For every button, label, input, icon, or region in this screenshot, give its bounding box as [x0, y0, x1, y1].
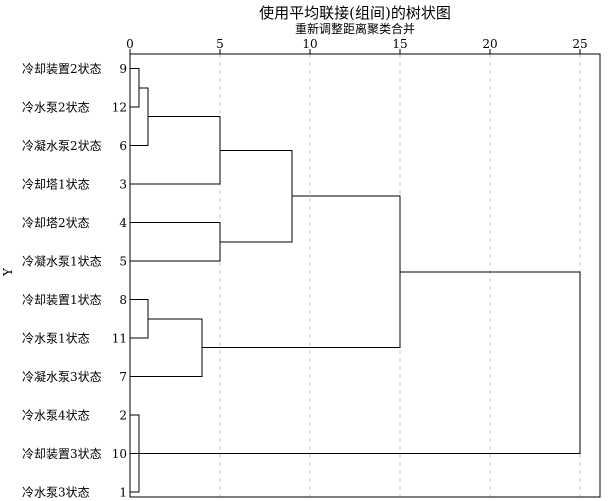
leaf-id: 5: [119, 255, 127, 269]
leaf-label: 冷水泵1状态: [22, 332, 90, 346]
chart-title: 使用平均联接(组间)的树状图: [259, 4, 451, 22]
leaf-label: 冷水泵2状态: [22, 101, 90, 115]
dendrogram-links: [130, 68, 581, 493]
leaf-label: 冷却装置2状态: [22, 62, 102, 76]
leaf-label: 冷水泵3状态: [22, 486, 90, 500]
leaf-label: 冷水泵4状态: [22, 409, 90, 423]
merge-link: [220, 149, 293, 243]
leaf-id: 3: [119, 178, 127, 192]
leaf-label: 冷却装置1状态: [22, 293, 102, 307]
leaf-id: 1: [119, 486, 127, 500]
leaf-id: 11: [112, 332, 127, 346]
merge-link: [130, 299, 149, 339]
leaf-id: 10: [112, 447, 127, 461]
x-tick-label: 0: [126, 37, 134, 51]
leaf-id: 2: [119, 409, 127, 423]
leaf-label: 冷却塔2状态: [22, 216, 90, 230]
leaf-id: 4: [119, 216, 127, 230]
leaf-label: 冷凝水泵1状态: [22, 254, 102, 269]
merge-link: [130, 222, 221, 262]
leaf-id: 6: [119, 139, 127, 153]
merge-link: [148, 271, 581, 454]
leaf-label: 冷凝水泵2状态: [22, 138, 102, 153]
x-tick-label: 15: [392, 37, 407, 51]
x-tick-label: 5: [216, 37, 224, 51]
merge-link: [130, 318, 203, 377]
chart-subtitle: 重新调整距离聚类合并: [295, 21, 415, 36]
merge-link: [130, 68, 140, 108]
leaf-id: 9: [119, 62, 127, 76]
leaf-label: 冷凝水泵3状态: [22, 369, 102, 384]
x-tick-label: 10: [302, 37, 317, 51]
merge-link: [130, 116, 221, 185]
leaf-id: 12: [112, 101, 127, 115]
plot-frame: [129, 53, 601, 498]
merge-link: [202, 195, 401, 349]
leaf-id: 8: [119, 293, 127, 307]
x-tick-layer: 0 5 10 15 20 25: [126, 37, 588, 54]
leaf-label: 冷却塔1状态: [22, 178, 90, 192]
leaf-id: 7: [119, 370, 127, 384]
y-axis-label: Y: [1, 267, 15, 277]
x-tick-label: 25: [572, 37, 587, 51]
x-tick-label: 20: [482, 37, 497, 51]
leaf-label: 冷却装置3状态: [22, 447, 102, 461]
